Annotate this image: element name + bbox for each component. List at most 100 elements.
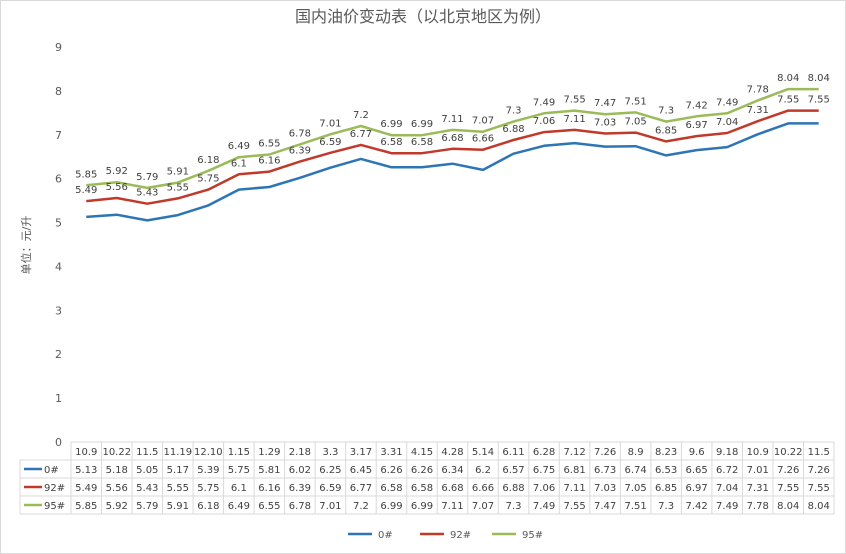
data-label: 7.49 (533, 97, 555, 108)
data-label: 7.07 (472, 116, 494, 127)
data-label: 5.85 (75, 169, 97, 180)
table-category: 11.5 (136, 447, 158, 458)
data-label: 6.99 (380, 119, 402, 130)
data-label: 5.55 (167, 182, 189, 193)
data-label: 7.47 (594, 98, 616, 109)
table-category: 4.15 (411, 447, 433, 458)
table-category: 10.9 (747, 447, 769, 458)
table-category: 6.28 (533, 447, 555, 458)
data-label: 7.51 (624, 96, 646, 107)
data-label: 7.11 (563, 114, 585, 125)
table-cell: 6.57 (502, 465, 524, 476)
table-category: 3.17 (350, 447, 372, 458)
table-category: 11.5 (808, 447, 830, 458)
table-cell: 6.55 (258, 501, 280, 512)
table-cell: 5.91 (167, 501, 189, 512)
table-category: 4.28 (441, 447, 463, 458)
data-table: 10.9 10.22 11.5 11.19 12.10 1.15 1.29 2.18 3.3 3.… (19, 441, 835, 515)
table-cell: 7.01 (319, 501, 341, 512)
series-line-92 (86, 109, 819, 205)
table-cell: 6.25 (319, 465, 341, 476)
data-label: 7.03 (594, 117, 616, 128)
table-cell: 5.05 (136, 465, 158, 476)
legend-label: 92# (450, 530, 471, 541)
table-series-name: 95# (44, 501, 65, 512)
table-cell: 6.59 (319, 483, 341, 494)
data-label: 6.88 (502, 124, 524, 135)
y-tick-label: 0 (55, 436, 62, 449)
table-cell: 6.77 (350, 483, 372, 494)
data-label: 6.55 (258, 139, 280, 150)
table-cell: 5.85 (75, 501, 97, 512)
table-cell: 5.79 (136, 501, 158, 512)
table-cell: 6.81 (563, 465, 585, 476)
data-label: 6.58 (380, 137, 402, 148)
data-label: 6.1 (231, 158, 247, 169)
data-label: 5.92 (106, 166, 128, 177)
table-cell: 7.05 (624, 483, 646, 494)
data-label: 7.31 (747, 105, 769, 116)
table-series-name: 92# (44, 483, 65, 494)
table-cell: 6.45 (350, 465, 372, 476)
table-cell: 7.26 (777, 465, 799, 476)
data-label: 7.01 (319, 118, 341, 129)
data-label: 8.04 (777, 73, 799, 84)
table-cell: 6.58 (411, 483, 433, 494)
chart-title: 国内油价变动表（以北京地区为例） (295, 7, 551, 26)
data-label: 7.05 (624, 117, 646, 128)
series-line-0 (86, 122, 819, 222)
table-cell: 7.42 (686, 501, 708, 512)
data-label: 6.68 (441, 133, 463, 144)
data-label: 5.91 (167, 167, 189, 178)
table-cell: 6.78 (289, 501, 311, 512)
table-cell: 5.55 (167, 483, 189, 494)
y-tick-label: 9 (55, 41, 62, 54)
data-label: 6.16 (258, 156, 280, 167)
table-cell: 7.51 (624, 501, 646, 512)
data-label: 6.18 (197, 155, 219, 166)
table-cell: 7.26 (808, 465, 830, 476)
data-label: 7.78 (747, 85, 769, 96)
table-cell: 6.85 (655, 483, 677, 494)
table-cell: 6.34 (441, 465, 463, 476)
data-label: 7.55 (777, 95, 799, 106)
data-label: 6.99 (411, 119, 433, 130)
table-cell: 5.56 (106, 483, 128, 494)
data-label: 7.2 (353, 110, 369, 121)
table-cell: 7.3 (658, 501, 674, 512)
y-tick-label: 5 (55, 217, 62, 230)
y-tick-label: 7 (55, 129, 62, 142)
y-tick-label: 8 (55, 85, 62, 98)
data-label: 5.75 (197, 174, 219, 185)
y-tick-label: 2 (55, 348, 62, 361)
data-label: 7.55 (808, 95, 830, 106)
data-label: 6.77 (350, 129, 372, 140)
table-cell: 7.07 (472, 501, 494, 512)
table-category: 10.22 (774, 447, 803, 458)
table-cell: 6.88 (502, 483, 524, 494)
table-cell: 8.04 (777, 501, 799, 512)
table-cell: 5.43 (136, 483, 158, 494)
table-cell: 6.99 (380, 501, 402, 512)
table-cell: 6.18 (197, 501, 219, 512)
data-label: 6.97 (686, 120, 708, 131)
table-cell: 5.81 (258, 465, 280, 476)
table-cell: 7.47 (594, 501, 616, 512)
table-category: 3.3 (322, 447, 338, 458)
table-category: 5.14 (472, 447, 494, 458)
table-cell: 7.55 (563, 501, 585, 512)
table-cell: 7.04 (716, 483, 738, 494)
table-cell: 5.17 (167, 465, 189, 476)
data-label: 7.3 (506, 106, 522, 117)
table-cell: 6.53 (655, 465, 677, 476)
table-series-name: 0# (44, 465, 59, 476)
data-label: 5.79 (136, 172, 158, 183)
table-cell: 7.49 (533, 501, 555, 512)
table-cell: 8.04 (808, 501, 830, 512)
table-cell: 7.78 (747, 501, 769, 512)
table-cell: 7.49 (716, 501, 738, 512)
data-label: 6.85 (655, 125, 677, 136)
y-axis-label: 单位：元/升 (19, 216, 33, 275)
table-cell: 6.39 (289, 483, 311, 494)
